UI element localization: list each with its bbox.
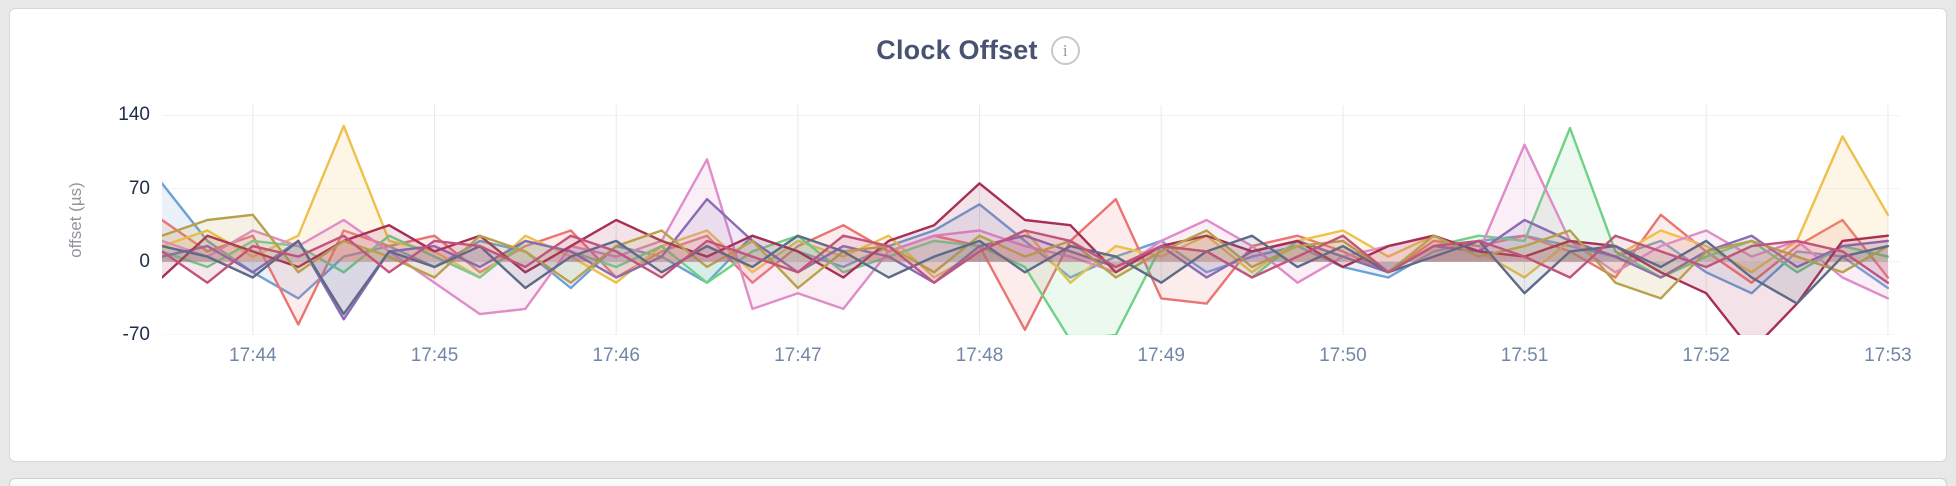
series-line-series-8 [162,213,1890,300]
x-axis-tick-label: 17:49 [1137,345,1185,366]
x-axis-tick-label: 17:51 [1500,345,1549,366]
y-axis-tick-label: 70 [128,177,150,199]
chart-plot-area[interactable] [162,105,1900,335]
series-line-series-2 [162,197,1890,331]
y-axis-tick-label: 0 [139,250,150,272]
info-icon[interactable]: i [1050,36,1080,65]
x-axis-tick-label: 17:48 [955,345,1004,366]
x-axis-tick-label: 17:53 [1864,345,1912,366]
y-axis-tick-label: 140 [118,104,150,126]
series-area-series-3 [162,125,1888,283]
series-line-series-1 [162,182,1890,300]
series-area-series-4 [162,128,1888,335]
x-axis-tick-label: 17:47 [774,345,822,366]
x-axis-tick-label: 17:44 [229,345,277,366]
series-area-series-9 [162,235,1888,315]
next-panel-top-edge [9,478,1947,486]
x-axis-tick-label: 17:50 [1319,345,1367,366]
series-line-series-10 [162,229,1890,284]
x-axis-tick-label: 17:45 [410,345,459,366]
series-line-series-6 [162,197,1890,321]
x-axis-tick-label: 17:46 [592,345,640,366]
series-line-series-5 [162,143,1890,316]
y-axis-tick-labels: 140 70 0 -70 [96,104,150,345]
y-axis-title: offset (µs) [65,182,85,258]
clock-offset-chart-card: Clock Offset i offset (µs) 140 70 0 -70 17:… [9,8,1947,462]
clock-offset-line-chart[interactable] [162,105,1900,335]
y-axis-tick-label: -70 [122,324,150,345]
series-area-series-7 [162,183,1888,335]
series-line-series-9 [162,234,1890,316]
chart-title: Clock Offset [876,35,1038,65]
series-line-series-7 [162,182,1890,335]
x-axis-tick-labels: 17:44 17:45 17:46 17:47 17:48 17:49 17:50 17:51… [162,345,1912,371]
x-axis-tick-label: 17:52 [1682,345,1730,366]
series-area-series-6 [162,199,1888,320]
chart-header: Clock Offset i [10,35,1946,66]
series-area-series-2 [162,199,1888,330]
